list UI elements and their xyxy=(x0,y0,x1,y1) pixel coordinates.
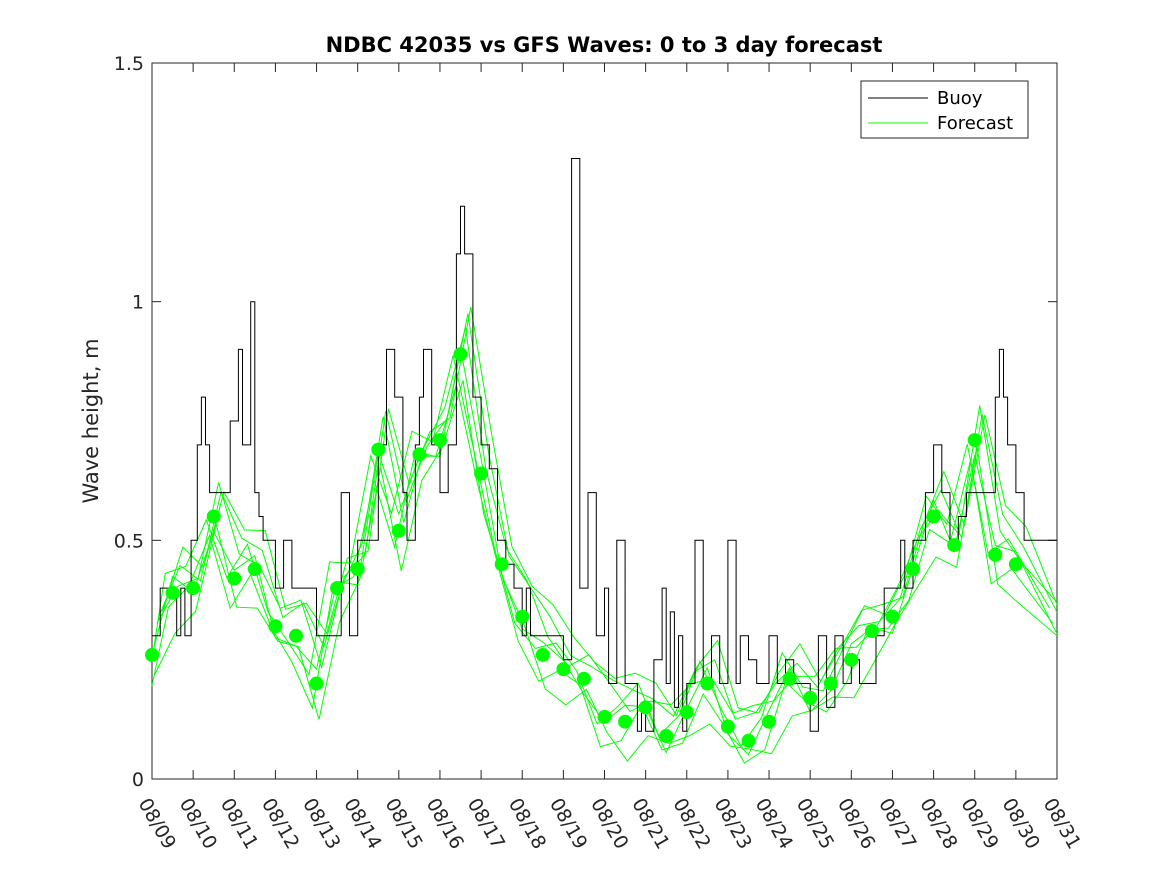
forecast-point xyxy=(391,523,406,538)
forecast-point xyxy=(576,671,591,686)
legend: Buoy Forecast xyxy=(860,80,1029,139)
forecast-point xyxy=(926,509,941,524)
forecast-line xyxy=(151,355,1051,748)
y-axis-label: Wave height, m xyxy=(79,338,103,503)
forecast-point xyxy=(988,547,1003,562)
y-tick-label: 0 xyxy=(132,769,144,791)
forecast-point xyxy=(720,719,735,734)
forecast-point xyxy=(864,624,879,638)
plot-area xyxy=(151,62,1058,780)
forecast-point xyxy=(679,705,694,720)
forecast-point xyxy=(906,562,920,576)
forecast-point xyxy=(330,581,345,596)
forecast-point xyxy=(433,433,447,448)
forecast-point xyxy=(227,571,242,586)
forecast-point xyxy=(453,347,468,362)
forecast-point xyxy=(638,700,653,715)
forecast-point xyxy=(762,714,776,729)
forecast-point xyxy=(268,619,283,634)
forecast-point xyxy=(700,676,715,691)
forecast-line xyxy=(151,384,1054,764)
forecast-point xyxy=(289,628,303,643)
forecast-line xyxy=(161,306,1058,717)
forecast-point xyxy=(967,433,982,448)
forecast-point xyxy=(535,647,550,662)
forecast-point xyxy=(1008,557,1023,572)
forecast-point xyxy=(659,729,674,743)
forecast-point xyxy=(309,676,324,691)
y-tick-label: 1.5 xyxy=(114,53,144,75)
forecast-point xyxy=(885,609,900,624)
forecast-point xyxy=(145,647,159,662)
y-axis: 0 0.5 1 1.5 xyxy=(114,53,1057,791)
forecast-point xyxy=(556,662,571,677)
series-layer xyxy=(151,158,1058,764)
forecast-line xyxy=(156,327,1058,715)
forecast-point xyxy=(618,714,633,729)
y-tick-label: 0.5 xyxy=(114,530,144,552)
forecast-point xyxy=(947,538,962,553)
y-tick-label: 1 xyxy=(132,292,144,314)
chart-title: NDBC 42035 vs GFS Waves: 0 to 3 day fore… xyxy=(326,33,883,57)
forecast-point xyxy=(741,733,756,748)
forecast-point xyxy=(371,442,386,457)
forecast-point xyxy=(412,447,427,462)
forecast-point xyxy=(474,466,489,481)
forecast-markers xyxy=(145,347,1023,748)
forecast-point xyxy=(206,509,221,524)
forecast-point xyxy=(597,709,612,724)
forecast-point xyxy=(165,585,180,600)
forecast-point xyxy=(186,581,201,596)
forecast-point xyxy=(247,562,262,576)
buoy-line xyxy=(152,158,1057,732)
forecast-point xyxy=(823,676,838,691)
forecast-point xyxy=(494,557,509,572)
forecast-line xyxy=(154,380,1058,762)
forecast-point xyxy=(803,690,818,705)
forecast-point xyxy=(782,671,797,686)
forecast-line xyxy=(158,313,1058,720)
legend-buoy-label: Buoy xyxy=(937,88,983,109)
legend-box xyxy=(860,80,1029,139)
forecast-point xyxy=(350,562,365,576)
legend-forecast-label: Forecast xyxy=(937,113,1013,134)
forecast-point xyxy=(844,652,859,667)
forecast-point xyxy=(515,609,530,624)
